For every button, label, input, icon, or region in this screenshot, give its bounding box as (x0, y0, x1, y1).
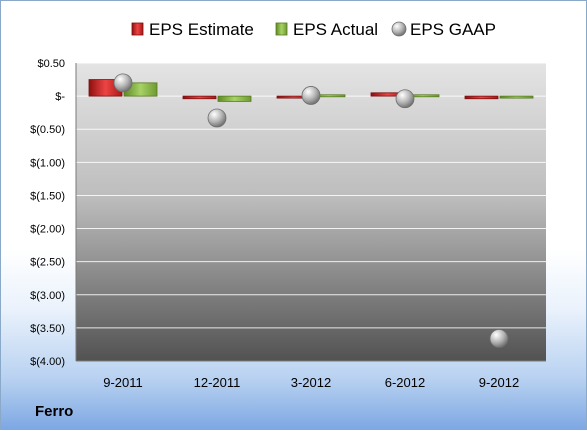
y-tick-label: $- (55, 91, 65, 103)
eps-gaap-point (207, 108, 227, 128)
eps-gaap-legend-swatch (391, 21, 407, 37)
data-marks (88, 73, 534, 348)
eps-estimate-legend-swatch (131, 22, 144, 36)
y-tick-label: $(1.00) (30, 157, 65, 169)
legend-label: EPS GAAP (410, 20, 496, 39)
y-tick-label: $(4.00) (30, 356, 65, 368)
eps-gaap-point (395, 89, 415, 109)
eps-estimate-bar (464, 95, 499, 100)
company-name: Ferro (35, 403, 74, 420)
x-tick-label: 6-2012 (385, 375, 425, 390)
eps-gaap-point (113, 73, 133, 93)
x-tick-label: 9-2012 (479, 375, 519, 390)
y-axis: $0.50 $- $(0.50) $(1.00) $(1.50) $(2.00) $(2.5… (30, 58, 546, 368)
y-tick-label: $(0.50) (30, 124, 65, 136)
y-tick-label: $(3.50) (30, 323, 65, 335)
y-tick-label: $0.50 (37, 58, 65, 70)
eps-actual-bar (499, 95, 534, 99)
eps-actual-legend-swatch (275, 22, 288, 36)
y-tick-label: $(2.00) (30, 224, 65, 236)
y-tick-label: $(1.50) (30, 190, 65, 202)
legend-label: EPS Estimate (149, 20, 254, 39)
y-tick-label: $(2.50) (30, 257, 65, 269)
x-tick-label: 9-2011 (103, 375, 143, 390)
eps-gaap-point (489, 329, 509, 348)
eps-gaap-point (301, 86, 321, 105)
eps-actual-bar (217, 95, 252, 102)
x-axis: 9-2011 12-2011 3-2012 6-2012 9-2012 (103, 375, 519, 390)
plot-area (76, 63, 546, 361)
legend: EPS Estimate EPS Actual EPS GAAP (131, 20, 496, 39)
x-tick-label: 12-2011 (194, 375, 241, 390)
legend-label: EPS Actual (293, 20, 378, 39)
y-tick-label: $(3.00) (30, 290, 65, 302)
x-tick-label: 3-2012 (291, 375, 331, 390)
eps-estimate-bar (182, 95, 217, 100)
